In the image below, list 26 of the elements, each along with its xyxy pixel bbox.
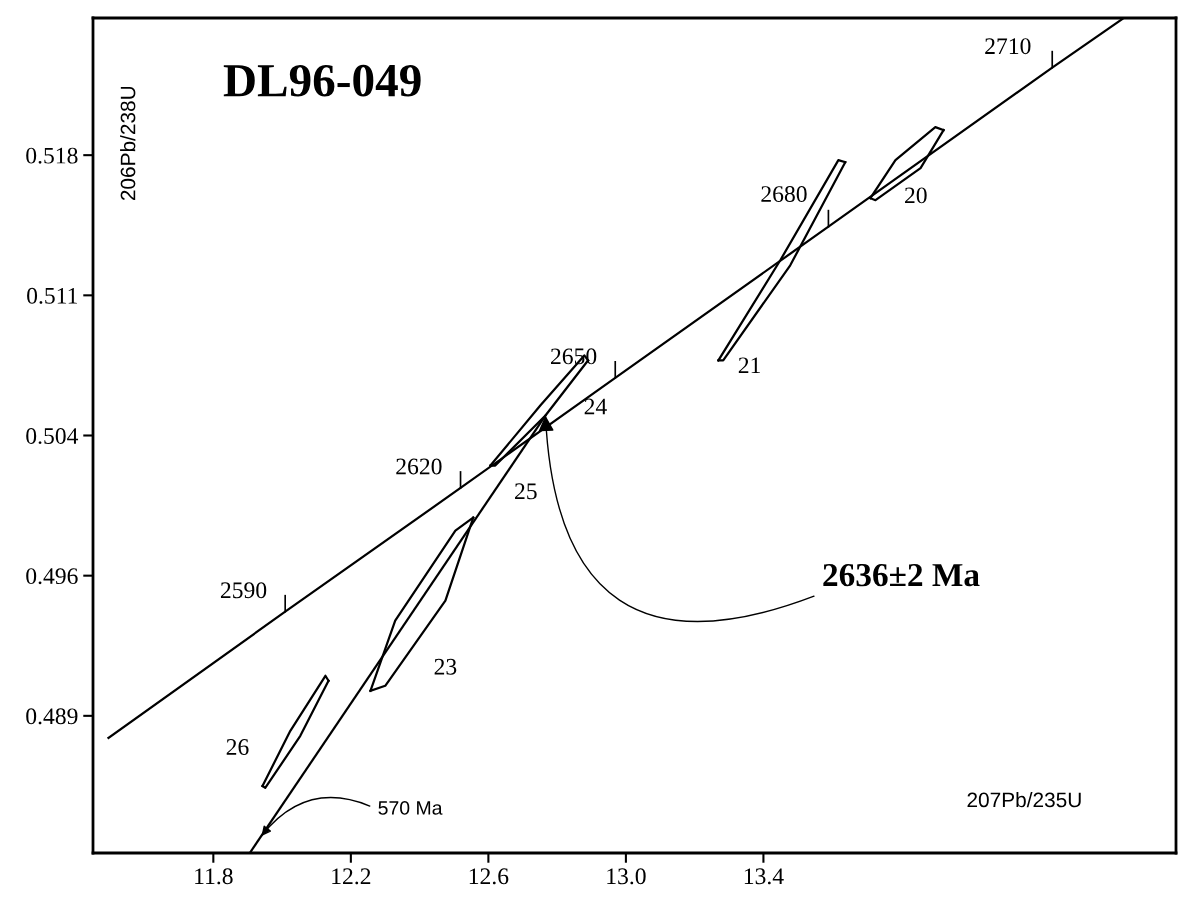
x-tick-label: 12.2 xyxy=(332,868,371,885)
x-tick-label: 13.4 xyxy=(744,868,784,885)
y-axis-title: 206Pb/238U xyxy=(120,86,136,201)
text: DL96-049 xyxy=(223,64,421,97)
annotation: 25 xyxy=(515,483,537,500)
x-tick-label: 13.0 xyxy=(607,868,646,885)
y-tick-label: 0.518 xyxy=(26,147,78,164)
y-tick-label: 0.489 xyxy=(26,708,78,725)
annotation: 2590 xyxy=(220,582,267,599)
annotation: 2710 xyxy=(985,38,1031,55)
annotation: 20 xyxy=(905,187,927,204)
annotation: 2650 xyxy=(551,348,597,365)
y-tick-label: 0.496 xyxy=(26,568,78,585)
y-tick-label: 0.511 xyxy=(27,287,77,304)
annotation: 570 Ma xyxy=(378,801,443,815)
annotation: 23 xyxy=(434,658,457,675)
x-tick-label: 12.6 xyxy=(469,868,509,885)
annotation: 24 xyxy=(584,398,607,415)
annotation: 21 xyxy=(738,357,760,374)
y-tick-label: 0.504 xyxy=(26,427,79,445)
annotation: 26 xyxy=(226,739,249,755)
annotation: 2680 xyxy=(761,186,807,202)
x-tick-label: 11.8 xyxy=(195,868,233,885)
x-axis-title: 207Pb/235U xyxy=(967,791,1081,808)
annotation: 2620 xyxy=(396,458,442,475)
annotation: 2636±2 Ma xyxy=(823,563,980,587)
